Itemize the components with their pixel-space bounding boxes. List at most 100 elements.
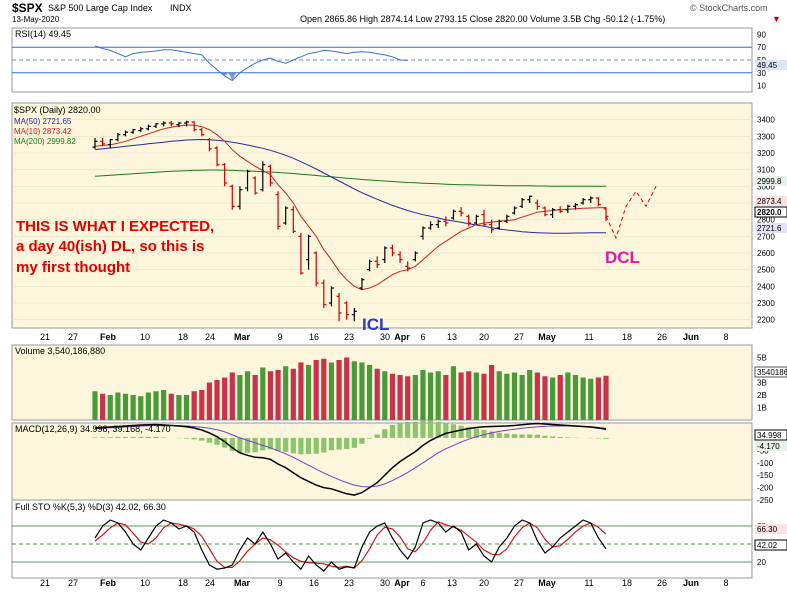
volume-bar — [443, 375, 448, 420]
volume-bar — [169, 394, 174, 420]
macd-histogram-bar — [275, 438, 280, 451]
macd-hist-value-label: -4.170 — [757, 442, 780, 451]
macd-histogram-bar — [527, 434, 532, 437]
macd-histogram-bar — [291, 438, 296, 453]
volume-bar — [550, 378, 555, 421]
rsi-title: RSI(14) 49.45 — [15, 29, 71, 39]
volume-tick: 3B — [757, 379, 767, 388]
macd-histogram-bar — [458, 426, 463, 438]
volume-tick: 2B — [757, 391, 767, 400]
annotation-expected-line2: a day 40(ish) DL, so this is — [16, 238, 204, 255]
exchange: INDX — [170, 3, 192, 13]
volume-bar — [497, 371, 502, 420]
macd-panel: MACD(12,26,9) 34.998, 39.168, -4.170 -50… — [12, 421, 787, 506]
macd-histogram-bar — [199, 438, 204, 441]
volume-bar — [123, 394, 128, 420]
annotation-expected-line1: THIS IS WHAT I EXPECTED, — [16, 218, 214, 235]
macd-histogram-bar — [184, 438, 189, 439]
macd-value-label: 34.998 — [757, 431, 782, 440]
index-name: S&P 500 Large Cap Index — [48, 3, 153, 13]
quote-line: Open 2865.86 High 2874.14 Low 2793.15 Cl… — [300, 14, 665, 24]
x-tick-label: 9 — [277, 578, 282, 588]
macd-histogram-bar — [108, 437, 113, 438]
macd-histogram-bar — [146, 437, 151, 438]
price-panel-frame — [12, 103, 752, 328]
volume-bar — [405, 376, 410, 420]
volume-bar — [115, 393, 120, 421]
annotation-dcl: DCL — [605, 248, 640, 267]
volume-bar — [92, 391, 97, 420]
macd-histogram-bar — [115, 437, 120, 438]
price-title: $SPX (Daily) 2820.00 — [14, 105, 101, 115]
volume-bar — [542, 376, 547, 420]
x-tick-label: 23 — [344, 578, 354, 588]
macd-histogram-bar — [344, 438, 349, 449]
macd-panel-frame — [12, 423, 752, 505]
volume-bar — [504, 374, 509, 420]
macd-histogram-bar — [535, 435, 540, 438]
macd-histogram-bar — [314, 438, 319, 454]
macd-histogram-bar — [153, 437, 158, 438]
volume-bar — [489, 365, 494, 420]
volume-bar — [535, 373, 540, 421]
price-panel: $SPX (Daily) 2820.00 MA(50) 2721.65 MA(1… — [12, 103, 787, 334]
macd-histogram-bar — [504, 434, 509, 438]
macd-histogram-bar — [375, 434, 380, 437]
volume-panel: Volume 3,540,186,880 5B4B3B2B1B 3540186 — [12, 345, 787, 420]
volume-bar — [458, 373, 463, 421]
x-tick-label: 16 — [309, 578, 319, 588]
volume-bar — [527, 370, 532, 420]
macd-histogram-bar — [352, 438, 357, 448]
chart-date: 13-May-2020 — [12, 15, 60, 24]
sto-d-value-label: 66.30 — [757, 525, 778, 534]
x-tick-label: 6 — [420, 332, 425, 342]
volume-value-label: 3540186 — [757, 368, 787, 377]
volume-bar — [390, 374, 395, 420]
macd-histogram-bar — [329, 438, 334, 450]
volume-bar — [321, 359, 326, 420]
ma10-value-label: 2873.4 — [757, 197, 782, 206]
price-tick: 3400 — [757, 116, 775, 125]
volume-bar — [329, 363, 334, 421]
x-tick-label: Mar — [234, 578, 251, 588]
x-tick-label: 18 — [622, 578, 632, 588]
macd-histogram-bar — [306, 438, 311, 454]
volume-bar — [603, 376, 608, 420]
volume-bar — [596, 378, 601, 421]
x-tick-label: Apr — [394, 332, 410, 342]
volume-bar — [428, 373, 433, 421]
volume-bar — [314, 360, 319, 420]
macd-histogram-bar — [237, 438, 242, 453]
volume-bar — [237, 375, 242, 420]
x-tick-label: 24 — [205, 332, 215, 342]
volume-bar — [306, 365, 311, 420]
x-tick-label: 30 — [380, 332, 390, 342]
volume-bar — [367, 365, 372, 420]
macd-histogram-bar — [336, 438, 341, 450]
rsi-tick: 90 — [757, 30, 766, 39]
volume-bar — [192, 391, 197, 420]
macd-title: MACD(12,26,9) 34.998, 39.168, -4.170 — [15, 424, 171, 434]
macd-tick: -250 — [757, 496, 774, 505]
volume-bar — [199, 390, 204, 420]
volume-bar — [573, 375, 578, 420]
volume-bar — [359, 363, 364, 421]
rsi-tick: 10 — [757, 82, 766, 91]
price-tick-labels: 3400330032003100300029002800270026002500… — [757, 116, 775, 325]
x-tick-label: 18 — [178, 332, 188, 342]
macd-histogram-bar — [253, 438, 258, 452]
macd-histogram-bar — [367, 438, 372, 439]
macd-histogram-bar — [405, 422, 410, 438]
x-tick-label: 21 — [40, 578, 50, 588]
macd-histogram-bar — [138, 437, 143, 438]
macd-histogram-bar — [207, 438, 212, 443]
volume-bar — [588, 379, 593, 420]
volume-bar — [420, 370, 425, 420]
volume-bar — [253, 375, 258, 420]
price-tick: 3200 — [757, 149, 775, 158]
ma50-value-label: 2721.6 — [757, 224, 782, 233]
x-tick-label: 6 — [420, 578, 425, 588]
x-tick-label: May — [538, 578, 556, 588]
x-tick-label: 13 — [447, 578, 457, 588]
